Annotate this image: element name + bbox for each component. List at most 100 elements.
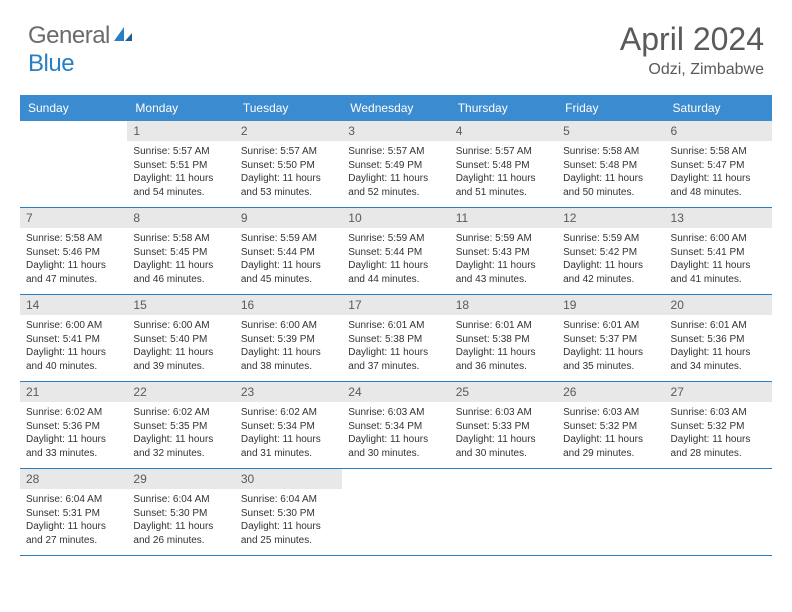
day-header-row: Sunday Monday Tuesday Wednesday Thursday… [20, 95, 772, 121]
sunrise-text: Sunrise: 6:01 AM [456, 319, 551, 333]
day-cell: 19Sunrise: 6:01 AMSunset: 5:37 PMDayligh… [557, 295, 664, 382]
day-number: 14 [20, 295, 127, 315]
daylight-text: Daylight: 11 hours and 30 minutes. [348, 433, 443, 460]
sunset-text: Sunset: 5:37 PM [563, 333, 658, 347]
day-cell: 21Sunrise: 6:02 AMSunset: 5:36 PMDayligh… [20, 382, 127, 469]
day-cell: 26Sunrise: 6:03 AMSunset: 5:32 PMDayligh… [557, 382, 664, 469]
day-cell: 27Sunrise: 6:03 AMSunset: 5:32 PMDayligh… [665, 382, 772, 469]
week-row: 1Sunrise: 5:57 AMSunset: 5:51 PMDaylight… [20, 121, 772, 208]
calendar-body: 1Sunrise: 5:57 AMSunset: 5:51 PMDaylight… [20, 121, 772, 556]
day-content: Sunrise: 5:57 AMSunset: 5:50 PMDaylight:… [235, 141, 342, 207]
sunset-text: Sunset: 5:34 PM [348, 420, 443, 434]
day-content: Sunrise: 5:58 AMSunset: 5:45 PMDaylight:… [127, 228, 234, 294]
day-cell: 6Sunrise: 5:58 AMSunset: 5:47 PMDaylight… [665, 121, 772, 208]
day-cell: 30Sunrise: 6:04 AMSunset: 5:30 PMDayligh… [235, 469, 342, 556]
day-content: Sunrise: 6:02 AMSunset: 5:36 PMDaylight:… [20, 402, 127, 468]
day-content: Sunrise: 5:59 AMSunset: 5:44 PMDaylight:… [342, 228, 449, 294]
daylight-text: Daylight: 11 hours and 39 minutes. [133, 346, 228, 373]
sunrise-text: Sunrise: 6:04 AM [26, 493, 121, 507]
day-content: Sunrise: 5:59 AMSunset: 5:42 PMDaylight:… [557, 228, 664, 294]
day-number: 18 [450, 295, 557, 315]
sunrise-text: Sunrise: 6:04 AM [133, 493, 228, 507]
sunrise-text: Sunrise: 5:58 AM [671, 145, 766, 159]
day-number: 30 [235, 469, 342, 489]
sunset-text: Sunset: 5:50 PM [241, 159, 336, 173]
sunrise-text: Sunrise: 6:03 AM [456, 406, 551, 420]
day-content: Sunrise: 6:00 AMSunset: 5:40 PMDaylight:… [127, 315, 234, 381]
sunset-text: Sunset: 5:41 PM [26, 333, 121, 347]
daylight-text: Daylight: 11 hours and 26 minutes. [133, 520, 228, 547]
sunrise-text: Sunrise: 6:03 AM [671, 406, 766, 420]
day-number: 26 [557, 382, 664, 402]
col-sunday: Sunday [20, 95, 127, 121]
day-number: 3 [342, 121, 449, 141]
day-cell: 10Sunrise: 5:59 AMSunset: 5:44 PMDayligh… [342, 208, 449, 295]
col-tuesday: Tuesday [235, 95, 342, 121]
day-content: Sunrise: 6:03 AMSunset: 5:32 PMDaylight:… [665, 402, 772, 468]
day-number: 2 [235, 121, 342, 141]
day-cell: 7Sunrise: 5:58 AMSunset: 5:46 PMDaylight… [20, 208, 127, 295]
sunset-text: Sunset: 5:41 PM [671, 246, 766, 260]
day-content [557, 475, 664, 533]
sunset-text: Sunset: 5:32 PM [671, 420, 766, 434]
daylight-text: Daylight: 11 hours and 51 minutes. [456, 172, 551, 199]
day-content: Sunrise: 5:58 AMSunset: 5:47 PMDaylight:… [665, 141, 772, 207]
sunset-text: Sunset: 5:34 PM [241, 420, 336, 434]
day-cell: 2Sunrise: 5:57 AMSunset: 5:50 PMDaylight… [235, 121, 342, 208]
col-monday: Monday [127, 95, 234, 121]
day-cell: 4Sunrise: 5:57 AMSunset: 5:48 PMDaylight… [450, 121, 557, 208]
sunrise-text: Sunrise: 5:58 AM [26, 232, 121, 246]
sunset-text: Sunset: 5:44 PM [241, 246, 336, 260]
daylight-text: Daylight: 11 hours and 32 minutes. [133, 433, 228, 460]
sunrise-text: Sunrise: 6:02 AM [133, 406, 228, 420]
day-number: 17 [342, 295, 449, 315]
sunset-text: Sunset: 5:36 PM [26, 420, 121, 434]
col-saturday: Saturday [665, 95, 772, 121]
calendar-table: Sunday Monday Tuesday Wednesday Thursday… [20, 95, 772, 556]
sunset-text: Sunset: 5:38 PM [456, 333, 551, 347]
sunset-text: Sunset: 5:48 PM [563, 159, 658, 173]
day-number: 13 [665, 208, 772, 228]
daylight-text: Daylight: 11 hours and 44 minutes. [348, 259, 443, 286]
sunrise-text: Sunrise: 5:57 AM [348, 145, 443, 159]
week-row: 21Sunrise: 6:02 AMSunset: 5:36 PMDayligh… [20, 382, 772, 469]
daylight-text: Daylight: 11 hours and 43 minutes. [456, 259, 551, 286]
day-cell: 11Sunrise: 5:59 AMSunset: 5:43 PMDayligh… [450, 208, 557, 295]
sunset-text: Sunset: 5:31 PM [26, 507, 121, 521]
sunrise-text: Sunrise: 5:59 AM [563, 232, 658, 246]
sunset-text: Sunset: 5:30 PM [241, 507, 336, 521]
day-number: 23 [235, 382, 342, 402]
day-cell: 14Sunrise: 6:00 AMSunset: 5:41 PMDayligh… [20, 295, 127, 382]
day-number: 20 [665, 295, 772, 315]
sunrise-text: Sunrise: 6:01 AM [563, 319, 658, 333]
day-cell: 28Sunrise: 6:04 AMSunset: 5:31 PMDayligh… [20, 469, 127, 556]
day-number: 5 [557, 121, 664, 141]
day-cell: 8Sunrise: 5:58 AMSunset: 5:45 PMDaylight… [127, 208, 234, 295]
brand-logo: General [28, 22, 136, 50]
day-content: Sunrise: 5:59 AMSunset: 5:43 PMDaylight:… [450, 228, 557, 294]
day-cell [665, 469, 772, 556]
day-number: 4 [450, 121, 557, 141]
sunset-text: Sunset: 5:36 PM [671, 333, 766, 347]
day-cell: 16Sunrise: 6:00 AMSunset: 5:39 PMDayligh… [235, 295, 342, 382]
day-cell: 23Sunrise: 6:02 AMSunset: 5:34 PMDayligh… [235, 382, 342, 469]
daylight-text: Daylight: 11 hours and 34 minutes. [671, 346, 766, 373]
week-row: 28Sunrise: 6:04 AMSunset: 5:31 PMDayligh… [20, 469, 772, 556]
day-cell: 5Sunrise: 5:58 AMSunset: 5:48 PMDaylight… [557, 121, 664, 208]
day-content: Sunrise: 6:04 AMSunset: 5:30 PMDaylight:… [127, 489, 234, 555]
day-content: Sunrise: 6:01 AMSunset: 5:36 PMDaylight:… [665, 315, 772, 381]
sunrise-text: Sunrise: 5:58 AM [563, 145, 658, 159]
day-number: 9 [235, 208, 342, 228]
day-content: Sunrise: 6:00 AMSunset: 5:41 PMDaylight:… [665, 228, 772, 294]
daylight-text: Daylight: 11 hours and 28 minutes. [671, 433, 766, 460]
day-cell: 20Sunrise: 6:01 AMSunset: 5:36 PMDayligh… [665, 295, 772, 382]
day-content: Sunrise: 6:04 AMSunset: 5:31 PMDaylight:… [20, 489, 127, 555]
sunset-text: Sunset: 5:49 PM [348, 159, 443, 173]
day-content: Sunrise: 6:02 AMSunset: 5:34 PMDaylight:… [235, 402, 342, 468]
day-content: Sunrise: 5:58 AMSunset: 5:46 PMDaylight:… [20, 228, 127, 294]
day-cell [342, 469, 449, 556]
sunrise-text: Sunrise: 5:57 AM [241, 145, 336, 159]
sunset-text: Sunset: 5:43 PM [456, 246, 551, 260]
day-number: 1 [127, 121, 234, 141]
sunset-text: Sunset: 5:39 PM [241, 333, 336, 347]
